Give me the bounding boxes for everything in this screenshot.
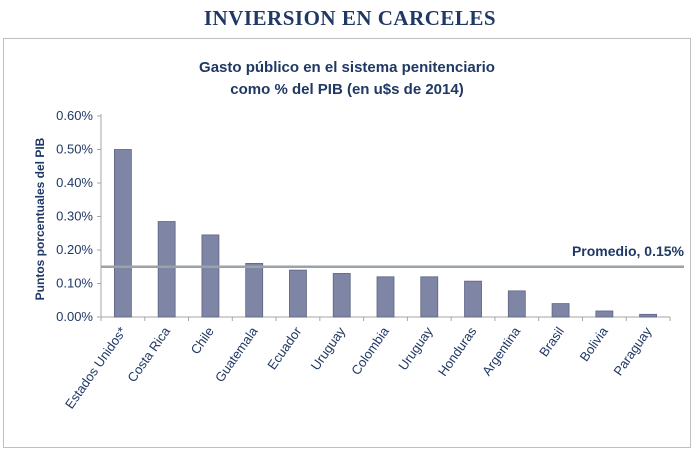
average-label: Promedio, 0.15% (572, 243, 685, 259)
x-tick-label: Honduras (435, 324, 480, 379)
y-tick-labels: 0.00% 0.10% 0.20% 0.30% 0.40% 0.50% 0.60% (56, 108, 93, 324)
x-tick-label: Uruguay (395, 324, 436, 373)
bar-10 (507, 290, 526, 318)
bar-8 (420, 276, 439, 318)
chart-title-line-1: Gasto público en el sistema penitenciari… (199, 59, 495, 76)
bar-12 (595, 310, 614, 318)
bar-13 (639, 313, 658, 318)
bar-1 (113, 149, 132, 318)
x-tick-label: Bolivia (577, 323, 612, 364)
bar-chart: Gasto público en el sistema penitenciari… (33, 59, 685, 411)
axes (97, 114, 671, 321)
y-tick-label: 0.50% (56, 142, 93, 157)
chart-frame: Gasto público en el sistema penitenciari… (3, 38, 691, 448)
x-tick-label: Brasil (536, 324, 567, 359)
page-title: INVIERSION EN CARCELES (203, 6, 497, 30)
bar-5 (289, 269, 307, 318)
y-tick-label: 0.60% (56, 108, 93, 123)
bar-9 (464, 280, 482, 318)
x-tick-label: Ecuador (264, 324, 304, 373)
y-axis-label: Puntos porcentuales del PIB (33, 137, 47, 300)
y-tick-label: 0.10% (56, 276, 93, 291)
y-tick-label: 0.30% (56, 209, 93, 224)
x-tick-label: Uruguay (308, 324, 349, 373)
bar-2 (157, 221, 176, 318)
y-tick-label: 0.00% (56, 309, 93, 324)
x-tick-label: Costa Rica (124, 323, 173, 384)
x-tick-label: Colombia (348, 323, 392, 377)
x-tick-label: Argentina (479, 323, 524, 378)
average-group: Promedio, 0.15% (101, 243, 685, 268)
bar-7 (376, 276, 395, 318)
bar-4 (245, 262, 264, 318)
bars (113, 149, 658, 318)
chart-title-line-2: como % del PIB (en u$s de 2014) (230, 81, 463, 98)
x-tick-label: Paraguay (610, 324, 654, 379)
y-tick-label: 0.20% (56, 242, 93, 257)
bar-6 (332, 273, 351, 318)
x-tick-label: Estados Unidos* (62, 324, 129, 411)
y-tick-label: 0.40% (56, 175, 93, 190)
x-tick-label: Guatemala (212, 323, 261, 384)
bar-3 (201, 234, 220, 318)
bar-11 (551, 303, 570, 318)
x-tick-label: Chile (188, 324, 217, 357)
